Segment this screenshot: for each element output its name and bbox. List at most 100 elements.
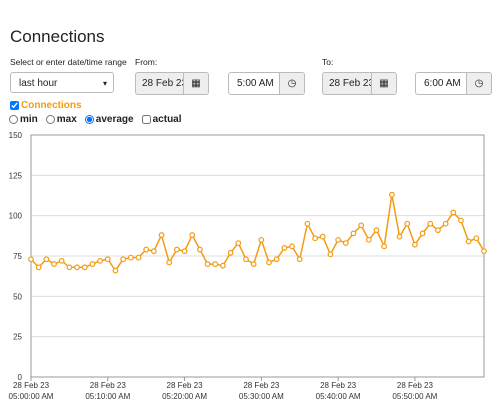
y-tick-label: 50 xyxy=(13,292,22,301)
legend-label: Connections xyxy=(21,100,82,111)
radio[interactable] xyxy=(45,115,55,124)
data-point xyxy=(335,236,342,243)
data-point xyxy=(166,259,173,266)
data-point xyxy=(358,222,365,229)
option-label: min xyxy=(20,114,38,125)
y-tick-label: 25 xyxy=(13,333,22,342)
data-point xyxy=(404,220,411,227)
data-point xyxy=(197,246,203,253)
data-point xyxy=(127,254,134,261)
data-point xyxy=(89,261,96,267)
data-point xyxy=(51,261,57,267)
data-point xyxy=(173,246,180,253)
to-time-value: 6:00 AM xyxy=(424,78,461,89)
data-point xyxy=(388,191,395,198)
data-point xyxy=(66,264,73,271)
to-time[interactable]: 6:00 AM ◷ xyxy=(415,72,492,95)
data-point xyxy=(327,251,334,258)
data-point xyxy=(266,259,272,266)
data-point xyxy=(189,232,196,238)
clock-button[interactable]: ◷ xyxy=(279,73,304,94)
data-point xyxy=(250,261,257,267)
page-title: Connections xyxy=(10,27,105,46)
data-point xyxy=(235,240,242,246)
from-date[interactable]: 28 Feb 23 ▦ xyxy=(135,72,209,95)
data-point xyxy=(112,267,119,274)
data-point xyxy=(58,257,65,264)
data-point xyxy=(281,245,288,251)
extra-option[interactable]: actual xyxy=(141,114,182,125)
data-point xyxy=(273,256,280,263)
checkbox[interactable] xyxy=(10,101,19,110)
option-label: actual xyxy=(152,114,182,125)
data-point xyxy=(419,230,426,237)
x-tick-label: 05:40:00 AM xyxy=(316,392,361,401)
to-date-value: 28 Feb 23 xyxy=(329,78,371,89)
calendar-button[interactable]: ▦ xyxy=(371,73,396,94)
data-point xyxy=(458,217,464,224)
data-point xyxy=(81,264,88,271)
option-label: max xyxy=(56,114,77,125)
data-point xyxy=(312,235,318,242)
data-point xyxy=(35,264,42,271)
data-point xyxy=(365,236,372,243)
y-tick-label: 0 xyxy=(18,373,23,382)
data-point xyxy=(481,248,487,255)
radio[interactable] xyxy=(84,115,94,124)
y-tick-label: 75 xyxy=(13,252,22,261)
data-point xyxy=(304,220,311,227)
mode-option[interactable]: min xyxy=(9,114,38,125)
data-point xyxy=(143,246,150,253)
y-tick-label: 125 xyxy=(9,171,23,180)
x-tick-label: 28 Feb 23 xyxy=(320,381,357,390)
option-label: average xyxy=(95,114,134,125)
data-point xyxy=(74,264,80,271)
data-point xyxy=(243,256,249,263)
data-point xyxy=(435,227,441,234)
series-toggle[interactable]: Connections xyxy=(10,100,82,111)
from-label: From: xyxy=(135,57,158,67)
data-point xyxy=(181,248,188,255)
mode-option[interactable]: max xyxy=(45,114,77,125)
radio[interactable] xyxy=(9,115,18,124)
data-point xyxy=(204,261,211,267)
x-tick-label: 28 Feb 23 xyxy=(397,381,434,390)
to-date[interactable]: 28 Feb 23 ▦ xyxy=(322,72,397,95)
data-point xyxy=(342,240,349,246)
data-point xyxy=(104,256,111,263)
data-point xyxy=(373,227,380,234)
x-tick-label: 28 Feb 23 xyxy=(90,381,127,390)
data-point xyxy=(28,256,34,263)
range-select[interactable]: last hour ▾ xyxy=(10,72,114,93)
data-point xyxy=(158,232,165,238)
data-point xyxy=(319,233,326,240)
data-point xyxy=(150,248,157,255)
data-point xyxy=(212,261,219,267)
from-time[interactable]: 5:00 AM ◷ xyxy=(228,72,305,95)
data-point xyxy=(381,243,388,250)
mode-option[interactable]: average xyxy=(84,114,134,125)
range-label: Select or enter date/time range xyxy=(10,57,127,67)
data-point xyxy=(465,238,472,245)
x-tick-label: 28 Feb 23 xyxy=(167,381,204,390)
data-point xyxy=(97,257,104,264)
data-point xyxy=(220,262,226,269)
x-tick-label: 05:10:00 AM xyxy=(85,392,130,401)
clock-button[interactable]: ◷ xyxy=(466,73,491,94)
x-tick-label: 28 Feb 23 xyxy=(243,381,280,390)
data-point xyxy=(43,256,50,263)
y-tick-label: 150 xyxy=(9,131,23,140)
calendar-button[interactable]: ▦ xyxy=(183,73,208,94)
data-point xyxy=(396,233,403,240)
data-point xyxy=(120,256,127,263)
data-point xyxy=(135,254,142,261)
x-tick-label: 05:30:00 AM xyxy=(239,392,284,401)
x-tick-label: 05:50:00 AM xyxy=(392,392,437,401)
to-label: To: xyxy=(322,57,334,67)
checkbox[interactable] xyxy=(141,115,151,124)
data-point xyxy=(473,235,480,242)
x-tick-label: 05:20:00 AM xyxy=(162,392,207,401)
data-point xyxy=(296,256,303,263)
